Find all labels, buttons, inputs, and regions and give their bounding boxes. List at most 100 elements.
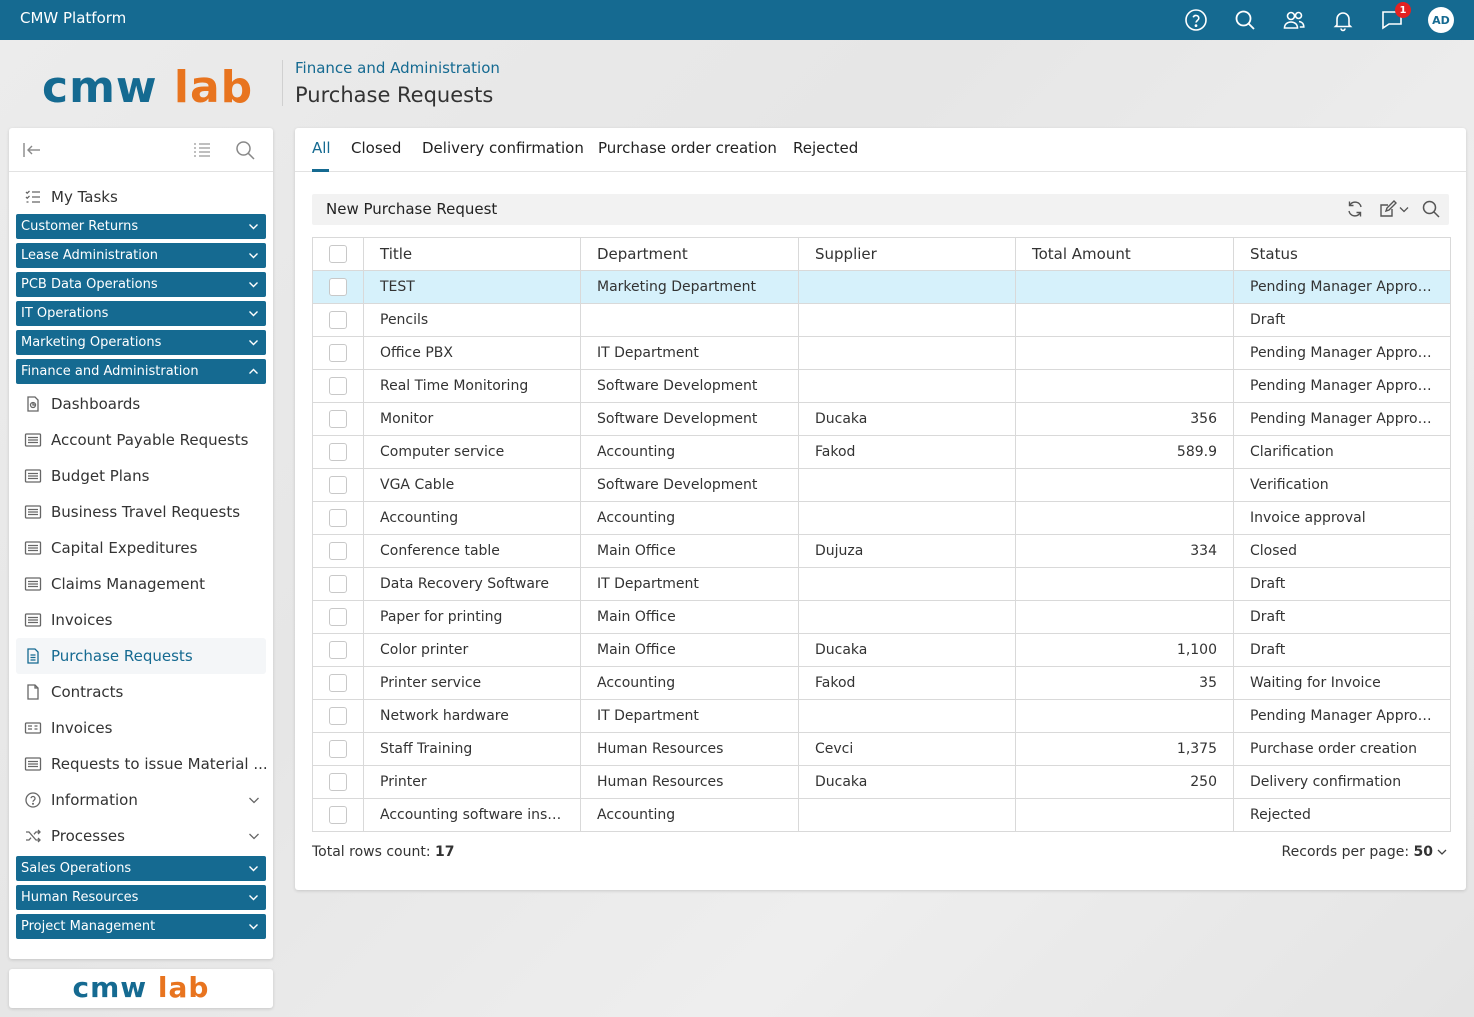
row-checkbox[interactable] [329, 443, 347, 461]
sidebar-group-marketing-operations[interactable]: Marketing Operations [16, 330, 266, 355]
sidebar-group-lease-administration[interactable]: Lease Administration [16, 243, 266, 268]
sidebar-item-claims-management[interactable]: Claims Management [9, 566, 273, 602]
sidebar-item-my-tasks[interactable]: My Tasks [9, 180, 273, 214]
row-checkbox-cell[interactable] [312, 303, 364, 337]
cell-title[interactable]: Accounting [363, 501, 581, 535]
table-row[interactable]: Accounting Accounting Invoice approval [312, 501, 1451, 535]
row-checkbox[interactable] [329, 740, 347, 758]
table-row[interactable]: Network hardware IT Department Pending Man… [312, 699, 1451, 733]
sidebar-group-project-management[interactable]: Project Management [16, 914, 266, 939]
row-checkbox[interactable] [329, 410, 347, 428]
sidebar-group-sales-operations[interactable]: Sales Operations [16, 856, 266, 881]
row-checkbox-cell[interactable] [312, 468, 364, 502]
row-checkbox[interactable] [329, 773, 347, 791]
cell-title[interactable]: VGA Cable [363, 468, 581, 502]
table-row[interactable]: Pencils Draft [312, 303, 1451, 337]
cell-title[interactable]: Data Recovery Software [363, 567, 581, 601]
row-checkbox-cell[interactable] [312, 534, 364, 568]
chevron-down-icon[interactable] [1398, 199, 1410, 219]
column-header-status[interactable]: Status [1233, 237, 1451, 271]
records-per-page-select[interactable]: Records per page: 50 [1282, 844, 1448, 860]
search-icon[interactable] [1230, 5, 1260, 35]
users-icon[interactable] [1279, 5, 1309, 35]
sidebar-item-capital-expeditures[interactable]: Capital Expeditures [9, 530, 273, 566]
select-all-checkbox[interactable] [329, 245, 347, 264]
row-checkbox[interactable] [329, 344, 347, 362]
edit-icon[interactable] [1378, 199, 1398, 219]
tab-closed[interactable]: Closed [351, 139, 402, 157]
table-row[interactable]: Monitor Software Development Ducaka 356 Pend… [312, 402, 1451, 436]
tab-purchase-order-creation[interactable]: Purchase order creation [598, 139, 777, 157]
row-checkbox-cell[interactable] [312, 732, 364, 766]
sidebar-item-contracts[interactable]: Contracts [9, 674, 273, 710]
row-checkbox-cell[interactable] [312, 567, 364, 601]
cell-title[interactable]: Printer service [363, 666, 581, 700]
row-checkbox[interactable] [329, 377, 347, 395]
table-row[interactable]: Office PBX IT Department Pending Manager A… [312, 336, 1451, 370]
cell-title[interactable]: Conference table [363, 534, 581, 568]
row-checkbox-cell[interactable] [312, 336, 364, 370]
cell-title[interactable]: Network hardware [363, 699, 581, 733]
row-checkbox[interactable] [329, 476, 347, 494]
sidebar-group-customer-returns[interactable]: Customer Returns [16, 214, 266, 239]
sidebar-item-account-payable-requests[interactable]: Account Payable Requests [9, 422, 273, 458]
row-checkbox-cell[interactable] [312, 765, 364, 799]
app-title[interactable]: CMW Platform [20, 9, 127, 27]
sidebar-group-it-operations[interactable]: IT Operations [16, 301, 266, 326]
table-row[interactable]: Paper for printing Main Office Draft [312, 600, 1451, 634]
table-row[interactable]: Color printer Main Office Ducaka 1,100 Draft [312, 633, 1451, 667]
row-checkbox[interactable] [329, 806, 347, 824]
row-checkbox[interactable] [329, 674, 347, 692]
column-header-total-amount[interactable]: Total Amount [1015, 237, 1234, 271]
refresh-icon[interactable] [1345, 199, 1365, 219]
cell-title[interactable]: Paper for printing [363, 600, 581, 634]
sidebar-item-information[interactable]: Information [9, 782, 273, 818]
cell-title[interactable]: Office PBX [363, 336, 581, 370]
table-row[interactable]: Real Time Monitoring Software Development… [312, 369, 1451, 403]
tab-rejected[interactable]: Rejected [793, 139, 859, 157]
new-purchase-request-button[interactable]: New Purchase Request [326, 200, 498, 218]
column-header-title[interactable]: Title [363, 237, 581, 271]
table-row[interactable]: Accounting software insta... Accounting Re… [312, 798, 1451, 832]
table-row[interactable]: Staff Training Human Resources Cevci 1,375 P… [312, 732, 1451, 766]
row-checkbox[interactable] [329, 311, 347, 329]
cell-title[interactable]: Real Time Monitoring [363, 369, 581, 403]
row-checkbox-cell[interactable] [312, 699, 364, 733]
table-row[interactable]: TEST Marketing Department Pending Manager … [312, 270, 1451, 304]
user-avatar[interactable]: AD [1426, 5, 1456, 35]
cell-title[interactable]: Computer service [363, 435, 581, 469]
tab-delivery-confirmation[interactable]: Delivery confirmation [422, 139, 584, 157]
table-row[interactable]: Computer service Accounting Fakod 589.9 Clar… [312, 435, 1451, 469]
table-row[interactable]: Printer service Accounting Fakod 35 Waiting … [312, 666, 1451, 700]
sidebar-item-requests-to-issue-material[interactable]: Requests to issue Material ... [9, 746, 273, 782]
table-row[interactable]: Printer Human Resources Ducaka 250 Delivery … [312, 765, 1451, 799]
sidebar-item-invoices[interactable]: Invoices [9, 602, 273, 638]
sidebar-item-purchase-requests[interactable]: Purchase Requests [16, 638, 266, 674]
row-checkbox[interactable] [329, 509, 347, 527]
row-checkbox-cell[interactable] [312, 369, 364, 403]
row-checkbox-cell[interactable] [312, 402, 364, 436]
cell-title[interactable]: Printer [363, 765, 581, 799]
logo[interactable]: cmw lab [42, 62, 254, 113]
breadcrumb[interactable]: Finance and Administration [295, 59, 500, 77]
select-all-checkbox-cell[interactable] [312, 237, 364, 271]
row-checkbox-cell[interactable] [312, 501, 364, 535]
column-header-department[interactable]: Department [580, 237, 799, 271]
collapse-sidebar-icon[interactable] [21, 139, 43, 161]
sidebar-group-finance-and-administration[interactable]: Finance and Administration [16, 359, 266, 384]
tab-all[interactable]: All [312, 139, 331, 157]
cell-title[interactable]: Pencils [363, 303, 581, 337]
row-checkbox-cell[interactable] [312, 666, 364, 700]
row-checkbox[interactable] [329, 608, 347, 626]
cell-title[interactable]: TEST [363, 270, 581, 304]
sidebar-group-pcb-data-operations[interactable]: PCB Data Operations [16, 272, 266, 297]
sidebar-item-budget-plans[interactable]: Budget Plans [9, 458, 273, 494]
row-checkbox-cell[interactable] [312, 798, 364, 832]
row-checkbox-cell[interactable] [312, 270, 364, 304]
sidebar-item-invoices-2[interactable]: Invoices [9, 710, 273, 746]
sidebar-group-human-resources[interactable]: Human Resources [16, 885, 266, 910]
cell-title[interactable]: Monitor [363, 402, 581, 436]
column-header-supplier[interactable]: Supplier [798, 237, 1016, 271]
row-checkbox[interactable] [329, 278, 347, 296]
table-row[interactable]: Conference table Main Office Dujuza 334 Clos… [312, 534, 1451, 568]
